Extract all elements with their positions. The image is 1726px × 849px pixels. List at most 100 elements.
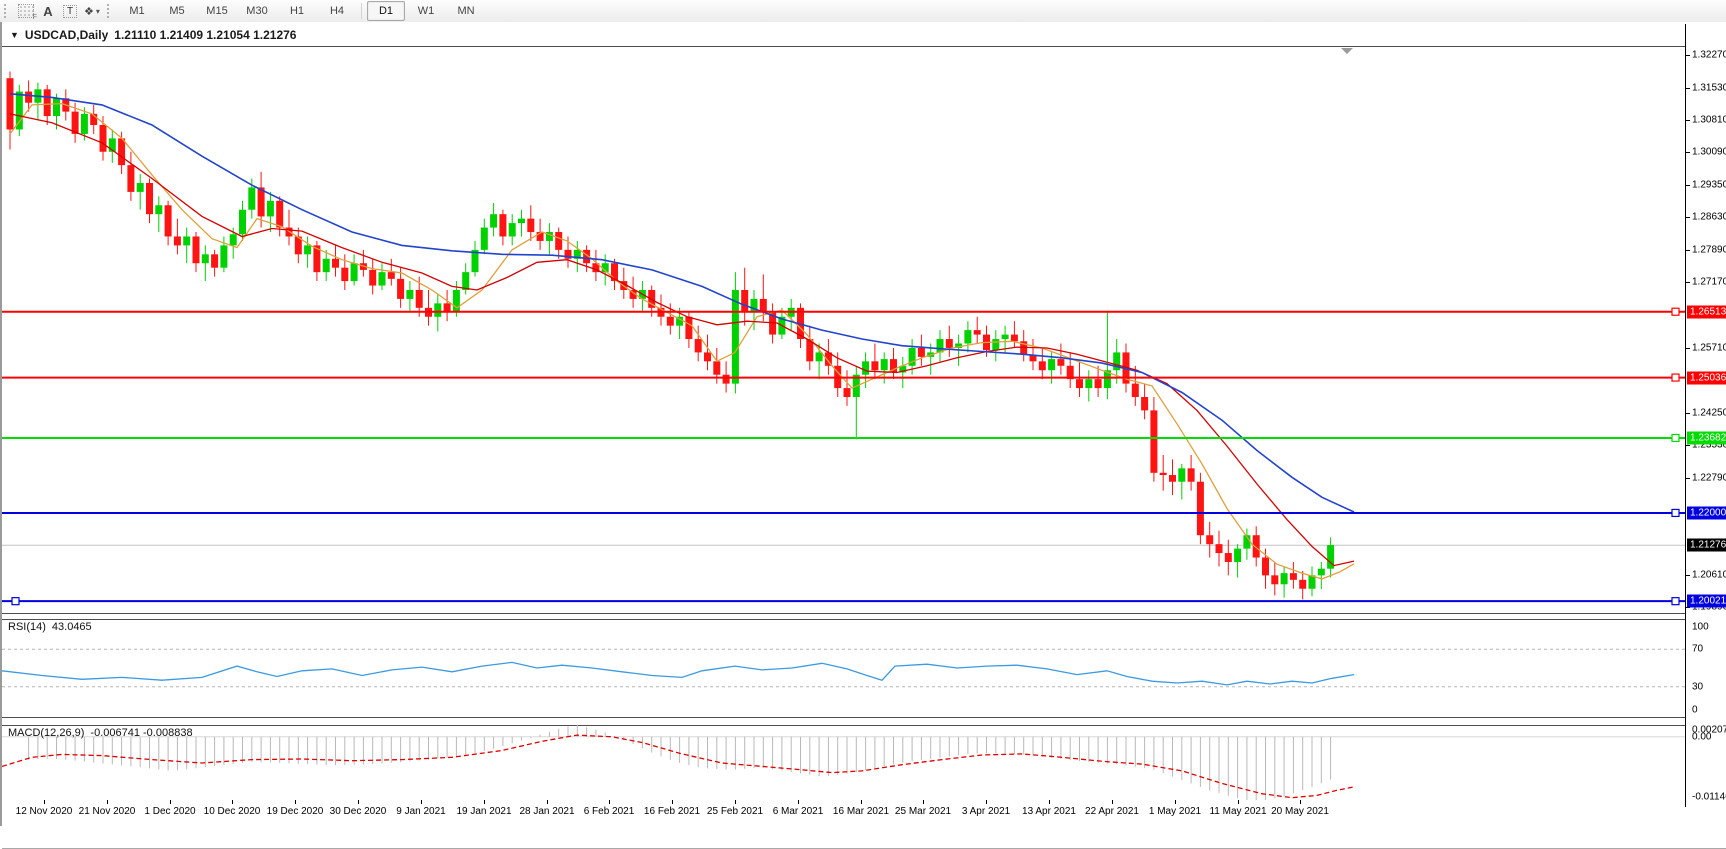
- time-tick-label: 9 Jan 2021: [396, 806, 446, 817]
- macd-signal-line[interactable]: [2, 734, 1355, 799]
- time-tick: [986, 800, 987, 804]
- hline-handle[interactable]: [1671, 433, 1680, 443]
- time-tick-label: 16 Feb 2021: [643, 806, 701, 817]
- hline-handle[interactable]: [1671, 373, 1680, 382]
- time-tick-label: 13 Apr 2021: [1022, 806, 1076, 817]
- time-tick: [547, 800, 548, 804]
- price-level-badge: 1.26513: [1687, 305, 1726, 319]
- chevron-down-icon: ▾: [95, 6, 100, 16]
- axis-tick: [1686, 444, 1690, 446]
- axis-tick: [1686, 185, 1690, 187]
- time-tick: [484, 800, 485, 804]
- hline-handle[interactable]: [1671, 307, 1680, 316]
- time-tick: [1175, 800, 1176, 804]
- price-axis[interactable]: 1.32270 1.31530 1.30810 1.30090 1.29350 1.286…: [1685, 24, 1726, 807]
- rsi-tick-label: 70: [1692, 643, 1704, 655]
- rsi-label: RSI(14) 43.0465: [8, 621, 92, 633]
- chart-ohlc: 1.21110 1.21409 1.21054 1.21276: [114, 28, 297, 42]
- timeframe-button-m1[interactable]: M1: [129, 5, 145, 17]
- time-tick: [232, 800, 233, 804]
- time-tick-label: 16 Mar 2021: [832, 806, 890, 817]
- timeframe-button-m15[interactable]: M15: [206, 5, 228, 17]
- price-tick-label: 1.23530: [1692, 439, 1726, 451]
- time-tick-label: 25 Mar 2021: [894, 806, 952, 817]
- rsi-tick-label: 100: [1692, 621, 1709, 633]
- price-tick-label: 1.29350: [1692, 179, 1726, 191]
- price-level-badge: 1.25036: [1687, 371, 1726, 385]
- text-a-icon[interactable]: A: [43, 3, 53, 19]
- price-tick-label: 1.25710: [1692, 342, 1726, 353]
- timeframe-button-m5[interactable]: M5: [169, 5, 185, 17]
- macd-tick-label: 0.00: [1692, 731, 1712, 743]
- price-tick-label: 1.22790: [1692, 472, 1726, 484]
- time-tick-label: 19 Dec 2020: [266, 806, 324, 817]
- price-level-badge: 1.20021: [1687, 594, 1726, 608]
- hline-handle[interactable]: [1671, 597, 1680, 606]
- time-tick-label: 6 Mar 2021: [772, 806, 824, 817]
- chart-shift-marker: [1341, 48, 1353, 54]
- hline-handle[interactable]: [11, 597, 20, 606]
- price-tick-label: 1.32270: [1692, 49, 1726, 61]
- axis-tick: [1686, 87, 1690, 89]
- timeframe-button-w1[interactable]: W1: [417, 5, 435, 17]
- time-tick-label: 1 Dec 2020: [144, 806, 196, 817]
- rsi-tick-label: 30: [1692, 681, 1704, 693]
- time-tick: [672, 800, 673, 804]
- macd-tick-label: -0.011462: [1692, 791, 1726, 803]
- axis-tick: [1686, 250, 1690, 252]
- timeframe-group-handle[interactable]: [107, 4, 114, 18]
- panel-bg-2: [2, 725, 1685, 802]
- time-tick: [798, 800, 799, 804]
- time-tick-label: 20 May 2021: [1271, 806, 1329, 817]
- chart-title: ▼ USDCAD,Daily 1.21110 1.21409 1.21054 1…: [10, 28, 296, 42]
- time-tick: [358, 800, 359, 804]
- chart-window: 1.32270 1.31530 1.30810 1.30090 1.29350 1.286…: [0, 22, 1726, 849]
- macd-label: MACD(12,26,9) -0.006741 -0.008838: [8, 727, 193, 739]
- time-tick: [609, 800, 610, 804]
- price-tick-label: 1.30810: [1692, 114, 1726, 126]
- time-tick: [421, 800, 422, 804]
- time-tick: [1300, 800, 1301, 804]
- time-tick-label: 21 Nov 2020: [78, 806, 136, 817]
- time-tick: [1238, 800, 1239, 804]
- price-tick-label: 1.27170: [1692, 276, 1726, 288]
- time-axis[interactable]: 12 Nov 2020 21 Nov 2020 1 Dec 2020 10 Dec 2…: [2, 800, 1685, 826]
- price-level-badge: 1.22000: [1687, 506, 1726, 520]
- timeframe-button-h4[interactable]: H4: [329, 5, 345, 17]
- ma-medium-line[interactable]: [9, 113, 1355, 567]
- time-tick-label: 10 Dec 2020: [203, 806, 261, 817]
- price-tick-label: 1.20610: [1692, 569, 1726, 581]
- axis-tick: [1686, 574, 1690, 576]
- styles-icon[interactable]: ❖ ▾: [84, 5, 100, 18]
- timeframe-button-h1[interactable]: H1: [289, 5, 305, 17]
- axis-tick: [1686, 477, 1690, 479]
- time-tick: [1049, 800, 1050, 804]
- text-box-icon[interactable]: T: [60, 2, 80, 20]
- candles: [6, 71, 1335, 600]
- hline-handle[interactable]: [1671, 508, 1680, 518]
- time-tick-label: 28 Jan 2021: [519, 806, 575, 817]
- grid-f-icon[interactable]: F: [16, 2, 37, 21]
- timeframe-button-m30[interactable]: M30: [246, 5, 268, 17]
- chart-symbol: USDCAD,Daily: [24, 28, 109, 42]
- timeframe-button-mn[interactable]: MN: [457, 5, 475, 17]
- time-tick: [923, 800, 924, 804]
- time-tick-label: 22 Apr 2021: [1085, 806, 1139, 817]
- axis-tick: [1686, 282, 1690, 284]
- time-tick-label: 3 Apr 2021: [961, 806, 1011, 817]
- toolbar-drag-handle[interactable]: [4, 4, 11, 18]
- time-tick: [861, 800, 862, 804]
- collapse-icon[interactable]: ▼: [10, 30, 19, 40]
- chart-canvas[interactable]: [2, 24, 1685, 807]
- price-tick-label: 1.24250: [1692, 407, 1726, 419]
- time-tick: [735, 800, 736, 804]
- axis-tick: [1686, 217, 1690, 219]
- time-tick: [295, 800, 296, 804]
- rsi-tick-label: 0: [1692, 704, 1698, 716]
- ma-fast-line[interactable]: [9, 102, 1355, 580]
- time-tick-label: 12 Nov 2020: [15, 806, 73, 817]
- rsi-line[interactable]: [2, 661, 1355, 686]
- chart-plot-area[interactable]: [2, 24, 1685, 807]
- timeframe-button-d1[interactable]: D1: [367, 1, 405, 21]
